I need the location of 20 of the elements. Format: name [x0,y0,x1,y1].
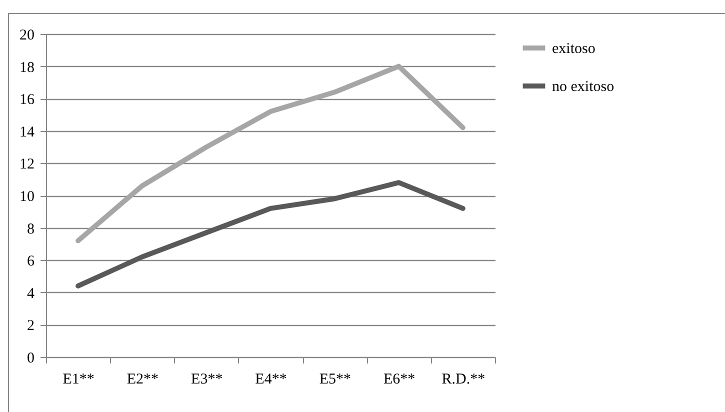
x-tick-label: R.D.** [442,372,486,388]
legend-label: no exitoso [552,79,614,95]
x-tick-label: E2** [126,372,159,388]
x-tick-label: E5** [319,372,351,388]
y-tick-label: 14 [20,124,35,140]
y-tick-label: 8 [27,221,34,238]
y-tick-label: 12 [20,156,34,173]
y-tick-label: 16 [20,92,35,108]
x-tick-label: E6** [383,372,416,388]
x-tick-label: E4** [255,372,287,388]
y-tick-label: 4 [27,286,35,302]
legend-label: exitoso [552,41,596,57]
y-tick-label: 0 [27,350,34,366]
y-tick-label: 20 [20,28,34,44]
y-tick-label: 18 [20,60,34,76]
y-tick-label: 2 [27,318,34,334]
x-tick-label: E1** [62,372,94,388]
y-tick-label: 6 [27,254,35,270]
x-tick-label: E3** [191,372,223,388]
y-tick-label: 10 [20,189,34,205]
